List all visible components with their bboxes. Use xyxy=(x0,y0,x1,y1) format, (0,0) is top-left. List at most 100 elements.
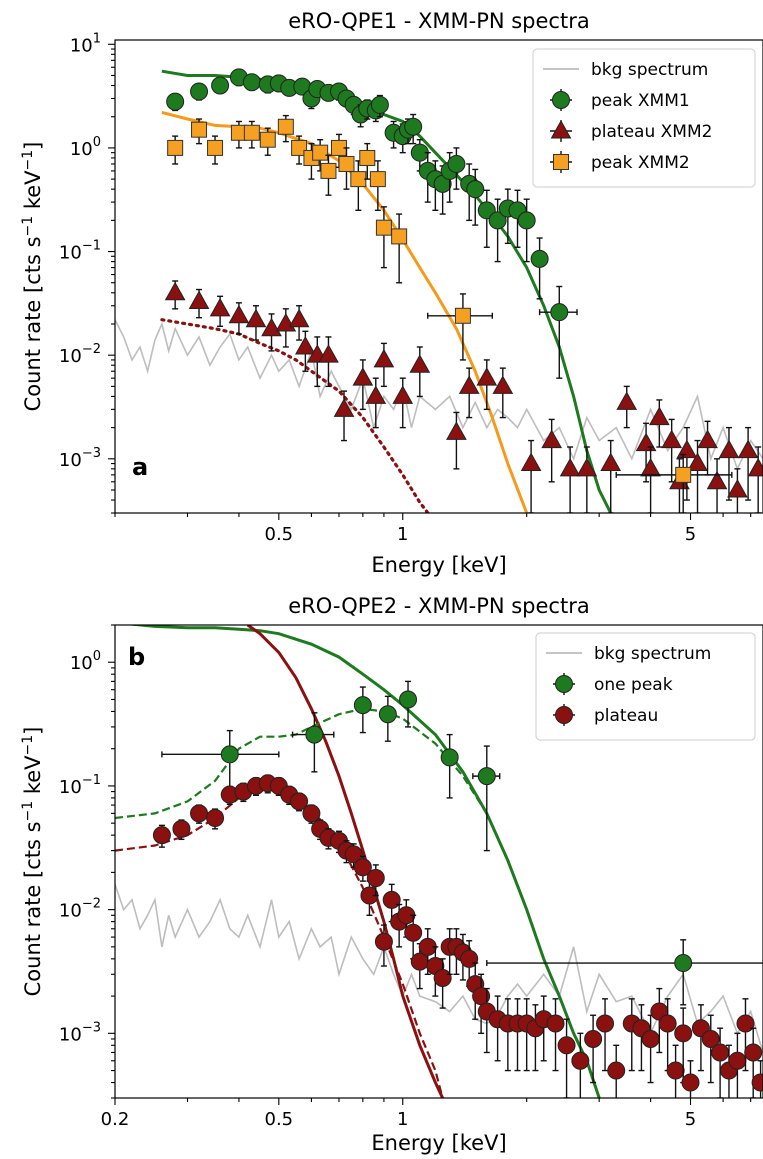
y-axis-label: Count rate [cts s−1 keV−1] xyxy=(20,142,45,412)
x-axis-label: Energy [keV] xyxy=(371,1131,506,1155)
data-point xyxy=(312,144,329,161)
data-point xyxy=(352,367,374,386)
data-point xyxy=(530,249,549,268)
legend-marker xyxy=(550,119,572,139)
data-point xyxy=(382,890,401,909)
data-point xyxy=(245,308,267,328)
data-point xyxy=(320,162,337,179)
data-point xyxy=(674,1024,693,1043)
data-point xyxy=(446,421,467,440)
legend-marker xyxy=(555,675,573,693)
y-tick-base: 10 xyxy=(59,777,82,798)
series-plateau-xmm2 xyxy=(164,280,763,513)
data-point xyxy=(687,452,708,472)
data-point xyxy=(211,76,230,95)
y-tick-base: 10 xyxy=(70,35,93,56)
data-point xyxy=(607,1061,626,1080)
data-point xyxy=(392,385,414,404)
plot-area xyxy=(115,625,763,1098)
data-point xyxy=(333,398,355,417)
data-point xyxy=(172,819,191,838)
y-tick-label: 100 xyxy=(70,135,101,160)
data-point xyxy=(344,845,363,864)
data-point xyxy=(152,826,171,845)
chart-title: eRO-QPE2 - XMM-PN spectra xyxy=(288,594,589,618)
data-point xyxy=(207,139,224,156)
data-point xyxy=(584,1029,603,1048)
x-tick-label: 1 xyxy=(397,1109,408,1130)
data-point xyxy=(648,406,670,426)
data-point xyxy=(492,375,514,394)
y-tick-exponent: −2 xyxy=(82,897,101,912)
data-point xyxy=(288,308,310,328)
data-point xyxy=(576,457,598,477)
data-point xyxy=(409,354,431,373)
y-tick-base: 10 xyxy=(59,346,82,367)
legend-label: plateau xyxy=(594,706,658,726)
data-point xyxy=(338,155,355,172)
y-axis-label-part: keV xyxy=(21,170,45,216)
legend-marker xyxy=(555,706,573,724)
data-point xyxy=(571,1051,590,1070)
data-point xyxy=(391,228,408,245)
data-point xyxy=(488,211,507,230)
y-tick-label: 10−3 xyxy=(59,446,101,471)
plot-frame xyxy=(114,39,763,514)
data-point xyxy=(477,767,496,786)
legend: bkg spectrum peak XMM1 plateau XMM2 peak XM… xyxy=(532,48,756,188)
data-point xyxy=(378,705,397,724)
data-point xyxy=(291,139,308,156)
data-point xyxy=(166,92,185,111)
data-point xyxy=(517,211,536,230)
data-point xyxy=(190,82,209,101)
series-peak-xmm1 xyxy=(166,68,578,379)
data-point xyxy=(433,969,452,988)
data-point xyxy=(206,809,225,828)
data-point xyxy=(727,478,748,498)
data-point xyxy=(641,1029,660,1048)
data-point xyxy=(675,466,692,483)
data-point xyxy=(188,290,210,309)
data-point xyxy=(458,375,480,394)
x-tick-label: 0.2 xyxy=(101,1109,130,1130)
plot-area xyxy=(115,68,763,513)
plot-frame xyxy=(114,624,763,1099)
data-point xyxy=(359,149,376,166)
y-axis-label-part: Count rate [cts s xyxy=(21,236,45,411)
data-point xyxy=(370,95,389,114)
legend-box xyxy=(535,632,756,741)
y-tick-exponent: −3 xyxy=(82,446,101,461)
data-point xyxy=(454,307,471,324)
data-point xyxy=(550,303,569,322)
x-tick-label: 5 xyxy=(685,524,696,545)
data-point xyxy=(259,131,276,148)
data-point xyxy=(681,1073,700,1092)
y-tick-exponent: 0 xyxy=(93,649,101,664)
data-point xyxy=(374,932,393,951)
data-point xyxy=(366,869,385,888)
data-point xyxy=(541,429,563,449)
x-tick-label: 5 xyxy=(685,1109,696,1130)
data-point xyxy=(447,154,466,173)
legend-marker xyxy=(552,91,570,109)
x-axis-label: Energy [keV] xyxy=(371,553,506,577)
y-tick-exponent: 0 xyxy=(93,135,101,150)
data-point xyxy=(747,457,763,477)
y-axis-label-part: Count rate [cts s xyxy=(21,821,45,996)
data-point xyxy=(546,1014,565,1033)
data-point xyxy=(365,385,387,404)
data-point xyxy=(375,219,392,236)
data-point xyxy=(674,954,693,973)
legend-box xyxy=(532,48,756,188)
data-point xyxy=(404,923,423,942)
data-point xyxy=(596,1014,615,1033)
data-point xyxy=(353,858,372,877)
y-tick-exponent: 1 xyxy=(93,31,101,46)
y-tick-label: 100 xyxy=(70,649,101,674)
y-tick-label: 101 xyxy=(70,31,101,56)
y-tick-label: 10−3 xyxy=(59,1020,101,1045)
data-point xyxy=(676,439,698,459)
